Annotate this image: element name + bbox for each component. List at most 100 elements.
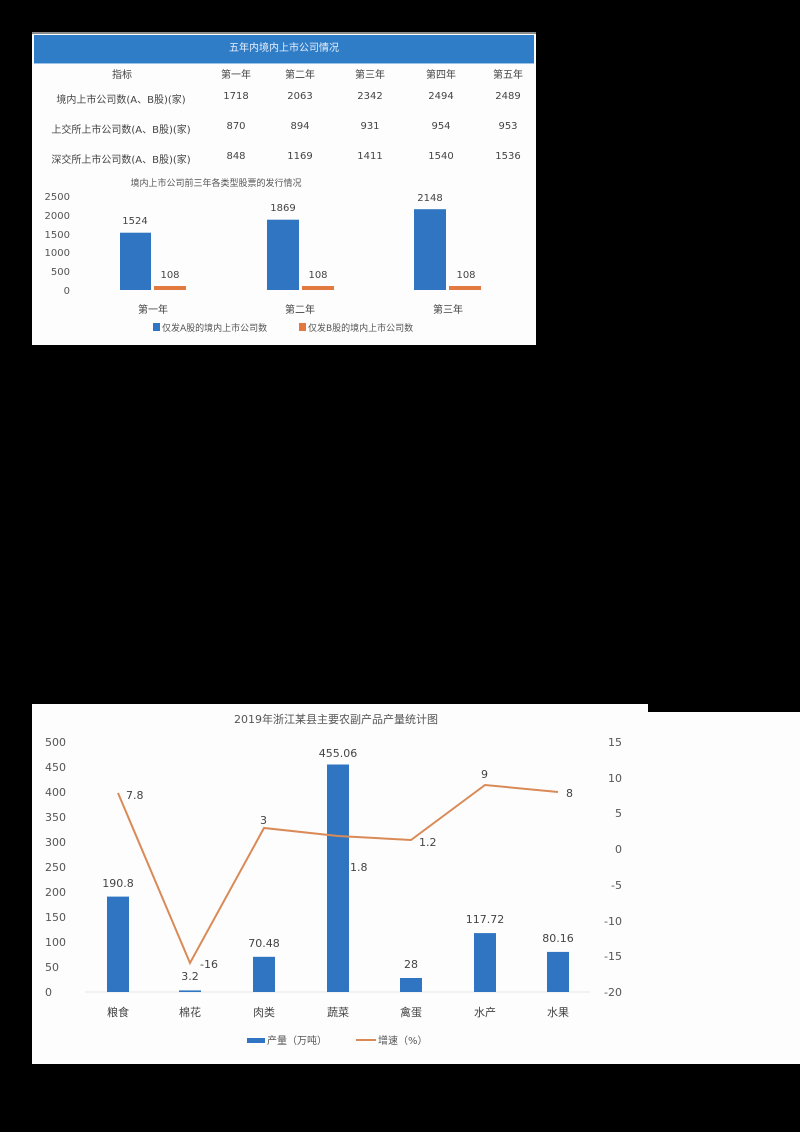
y-tick: 500 xyxy=(45,736,66,749)
x-tick: 水果 xyxy=(547,1006,569,1019)
table-cell: 2489 xyxy=(495,91,521,102)
table-cell: 870 xyxy=(226,121,246,132)
y-tick: 200 xyxy=(45,886,66,899)
growth-line xyxy=(117,783,559,966)
line-label: 8 xyxy=(566,787,573,800)
x-tick: 第一年 xyxy=(138,303,168,316)
y-tick: 350 xyxy=(45,811,66,824)
chart-title: 境内上市公司前三年各类型股票的发行情况 xyxy=(130,177,301,189)
y-tick: -15 xyxy=(604,950,622,963)
y-tick: 1000 xyxy=(45,248,70,259)
left-y-axis: 500 450 400 350 300 250 200 150 100 50 0 xyxy=(45,736,66,999)
legend-swatch-bar xyxy=(247,1038,265,1043)
legend-swatch-b xyxy=(299,323,306,331)
legend-label-b: 仅发B股的境内上市公司数 xyxy=(308,322,413,334)
y-tick: 0 xyxy=(64,286,70,297)
y-axis: 2500 2000 1500 1000 500 0 xyxy=(45,192,70,297)
bar-fruit xyxy=(547,951,569,992)
bar-label: 3.2 xyxy=(181,970,199,983)
bar-label: 70.48 xyxy=(248,937,280,950)
legend-swatch-a xyxy=(153,323,160,331)
bar-b-year3 xyxy=(449,286,481,290)
x-tick: 水产 xyxy=(474,1005,496,1019)
table-row: 深交所上市公司数(A、B股)(家) 848 1169 1411 1540 153… xyxy=(32,151,536,171)
table-cell: 931 xyxy=(360,121,380,132)
bar-label: 108 xyxy=(308,270,327,281)
y-tick: 2000 xyxy=(45,211,70,222)
legend-label-bar: 产量（万吨） xyxy=(267,1034,327,1047)
bottom-figure-panel-extension xyxy=(648,712,800,1064)
bar-label: 455.06 xyxy=(319,747,358,760)
legend-label-line: 增速（%） xyxy=(378,1034,428,1047)
bar-grain xyxy=(107,896,129,992)
y-tick: 0 xyxy=(615,843,622,856)
bar-value-labels: 190.8 3.2 70.48 455.06 28 117.72 80.16 xyxy=(102,747,574,983)
y-tick: 2500 xyxy=(45,192,70,203)
table-cell: 953 xyxy=(498,121,518,132)
x-tick: 第二年 xyxy=(285,303,315,316)
table-header-row: 指标 第一年 第二年 第三年 第四年 第五年 xyxy=(32,66,536,86)
chart-title: 2019年浙江某县主要农副产品产量统计图 xyxy=(234,712,438,726)
bar-label: 108 xyxy=(456,270,475,281)
table-title: 五年内境内上市公司情况 xyxy=(34,35,534,64)
x-axis: 第一年 第二年 第三年 xyxy=(138,303,463,316)
header-cell: 第一年 xyxy=(221,70,251,81)
bar-a-year1 xyxy=(120,232,151,290)
x-axis: 粮食 棉花 肉类 蔬菜 禽蛋 水产 水果 xyxy=(107,1005,569,1019)
bar-label: 80.16 xyxy=(542,932,574,945)
header-cell: 指标 xyxy=(112,70,132,81)
y-tick: -5 xyxy=(611,879,622,892)
table-cell: 2494 xyxy=(428,91,454,102)
y-tick: -20 xyxy=(604,986,622,999)
bar-b-year1 xyxy=(154,286,186,290)
header-cell: 第二年 xyxy=(285,70,315,81)
bar-aquatic xyxy=(474,933,496,992)
bar-label: 28 xyxy=(404,958,418,971)
top-figure-panel: 五年内境内上市公司情况 指标 第一年 第二年 第三年 第四年 第五年 境内上市公… xyxy=(32,32,536,345)
bar-label: 2148 xyxy=(417,193,442,204)
x-tick: 蔬菜 xyxy=(327,1006,349,1019)
bar-meat xyxy=(253,956,275,992)
table-cell: 1536 xyxy=(495,151,521,162)
x-tick: 粮食 xyxy=(107,1005,129,1019)
bar-label: 1524 xyxy=(122,216,147,227)
line-label: 1.8 xyxy=(350,861,368,874)
bar-label: 1869 xyxy=(270,203,295,214)
line-label: 7.8 xyxy=(126,789,144,802)
legend: 仅发A股的境内上市公司数 仅发B股的境内上市公司数 xyxy=(153,322,413,334)
table-cell: 1718 xyxy=(223,91,249,102)
table-cell: 2342 xyxy=(357,91,383,102)
row-label: 深交所上市公司数(A、B股)(家) xyxy=(51,155,191,166)
table-cell: 1411 xyxy=(357,151,383,162)
table-cell: 848 xyxy=(226,151,246,162)
header-cell: 第三年 xyxy=(355,70,385,81)
y-tick: 450 xyxy=(45,761,66,774)
bar-vegetables xyxy=(327,764,349,992)
table-row: 上交所上市公司数(A、B股)(家) 870 894 931 954 953 xyxy=(32,121,536,141)
issuance-bar-chart: 境内上市公司前三年各类型股票的发行情况 2500 2000 1500 1000 … xyxy=(45,177,481,334)
row-label: 上交所上市公司数(A、B股)(家) xyxy=(51,125,191,136)
line-label: -16 xyxy=(200,958,218,971)
y-tick: -10 xyxy=(604,915,622,928)
right-y-axis: 15 10 5 0 -5 -10 -15 -20 xyxy=(604,736,622,999)
y-tick: 5 xyxy=(615,807,622,820)
bar-label: 117.72 xyxy=(466,913,505,926)
table-cell: 954 xyxy=(431,121,451,132)
table-cell: 2063 xyxy=(287,91,313,102)
y-tick: 300 xyxy=(45,836,66,849)
line-label: 3 xyxy=(260,814,267,827)
x-tick: 第三年 xyxy=(433,303,463,316)
legend: 产量（万吨） 增速（%） xyxy=(247,1034,428,1047)
table-cell: 1540 xyxy=(428,151,454,162)
x-tick: 肉类 xyxy=(253,1005,275,1019)
table-row: 境内上市公司数(A、B股)(家) 1718 2063 2342 2494 248… xyxy=(32,91,536,111)
bar-label: 190.8 xyxy=(102,877,134,890)
y-tick: 150 xyxy=(45,911,66,924)
y-tick: 50 xyxy=(45,961,59,974)
y-tick: 0 xyxy=(45,986,52,999)
bar-poultry-eggs xyxy=(400,978,422,992)
bar-cotton xyxy=(179,990,201,992)
y-tick: 10 xyxy=(608,772,622,785)
bar-a-year2 xyxy=(267,219,299,290)
